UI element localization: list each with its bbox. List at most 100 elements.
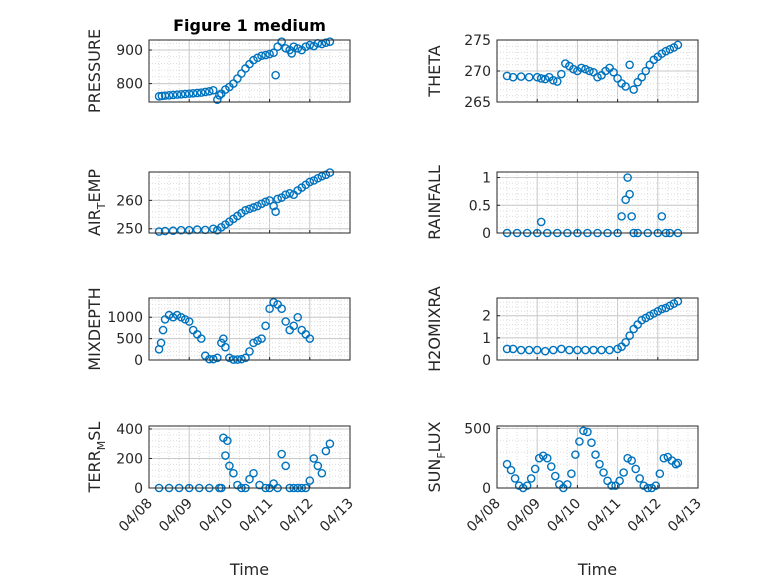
data-point: [215, 90, 224, 100]
x-tick-label: 04/13: [665, 496, 705, 536]
data-point: [196, 334, 206, 343]
data-point: [625, 189, 634, 199]
data-point: [625, 331, 634, 340]
data-point: [221, 451, 230, 460]
y-tick-label: 0: [482, 353, 491, 369]
data-point: [168, 90, 178, 100]
data-point: [257, 51, 266, 61]
data-point: [271, 207, 280, 217]
data-point: [587, 438, 596, 447]
data-point: [257, 199, 266, 209]
data-point: [249, 203, 258, 212]
grid: [496, 171, 699, 234]
data-point: [625, 60, 634, 70]
subplot-3: 250 260 AIRTEMP: [85, 168, 351, 238]
data-point: [530, 464, 540, 474]
data-point: [213, 95, 222, 104]
y-tick-label: 800: [116, 77, 143, 93]
data-point: [546, 462, 556, 471]
data-point: [209, 224, 218, 234]
y-tick-label: 260: [116, 193, 143, 209]
data-point: [289, 321, 299, 331]
data-point: [526, 474, 536, 483]
y-tick-label: 275: [464, 33, 491, 49]
data-point: [317, 468, 327, 478]
y-tick-label: 0.5: [469, 198, 491, 214]
data-point: [325, 37, 335, 46]
data-point: [557, 69, 566, 79]
y-axis-label: TERRMSL: [85, 422, 108, 494]
data-point: [571, 450, 580, 459]
data-point: [241, 353, 250, 363]
data-point: [277, 449, 286, 459]
y-tick-label: 200: [116, 451, 143, 467]
data-point: [285, 188, 295, 198]
figure-title: Figure 1 medium: [173, 16, 326, 35]
axes-box: [148, 297, 351, 361]
data-point: [325, 168, 335, 177]
data-point: [609, 67, 618, 77]
x-tick-label: 04/10: [544, 496, 584, 536]
data-point: [536, 74, 546, 83]
data-point: [261, 197, 270, 207]
data-point: [192, 88, 202, 98]
data-point: [599, 468, 608, 477]
data-point: [502, 71, 512, 81]
data-point: [540, 74, 550, 84]
y-tick-label: 1: [482, 171, 491, 187]
data-point: [621, 82, 630, 91]
x-tick-label: 04/12: [625, 496, 665, 536]
data-point: [567, 469, 576, 478]
data-point: [225, 353, 234, 363]
data-point: [623, 173, 632, 182]
data-point: [540, 346, 550, 356]
data-point: [579, 426, 588, 436]
data-point: [573, 345, 582, 355]
data-point: [661, 46, 671, 56]
x-tick-label: 04/12: [277, 496, 317, 536]
data-point: [269, 48, 278, 58]
data-point: [655, 469, 665, 478]
y-axis-label: THETA: [425, 45, 444, 97]
data-point: [659, 453, 669, 463]
data-point: [237, 354, 246, 364]
data-point: [245, 347, 254, 356]
data-point: [265, 304, 274, 313]
data-point: [585, 66, 594, 76]
y-tick-label: 0: [134, 353, 143, 369]
data-point: [317, 171, 327, 181]
data-point: [160, 226, 170, 236]
data-point: [321, 38, 331, 47]
data-point: [506, 465, 516, 475]
data-point: [595, 459, 604, 469]
data-point: [665, 45, 675, 54]
subplot-4: 0 0.5 1 RAINFALL: [425, 165, 699, 242]
data-point: [617, 212, 626, 221]
data-point: [154, 92, 164, 101]
data-point: [581, 64, 590, 74]
y-axis-label: PRESSURE: [85, 29, 104, 113]
data-point: [631, 464, 640, 474]
data-point: [619, 468, 628, 477]
axes-box: [148, 39, 351, 103]
data-point: [253, 53, 262, 63]
data-point: [281, 461, 290, 471]
data-point: [673, 40, 683, 50]
data-point: [213, 353, 222, 363]
data-point: [522, 481, 532, 490]
y-tick-label: 500: [464, 421, 491, 437]
data-point: [176, 225, 186, 235]
y-tick-label: 265: [464, 95, 491, 111]
y-axis-label: MIXDEPTH: [85, 287, 104, 370]
data-point: [261, 50, 270, 60]
data-point: [269, 201, 278, 211]
series-markers: [154, 297, 315, 364]
axes-box: [148, 171, 351, 234]
y-tick-label: 400: [116, 422, 143, 438]
y-tick-label: 900: [116, 43, 143, 59]
subplot-2: 265 270 275 THETA: [425, 33, 699, 111]
data-point: [637, 72, 647, 82]
y-axis-label: SUNFLUX: [425, 421, 448, 492]
y-tick-label: 0: [482, 226, 491, 242]
